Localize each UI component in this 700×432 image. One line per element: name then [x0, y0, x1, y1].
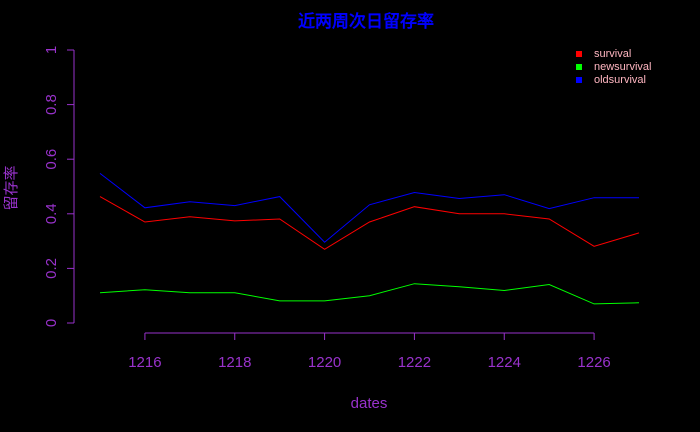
x-axis-label: dates [351, 395, 388, 412]
chart-title: 近两周次日留存率 [298, 11, 434, 32]
legend-label-newsurvival: newsurvival [594, 61, 651, 73]
x-tick-label: 1222 [398, 354, 431, 371]
series-lines [99, 173, 640, 305]
y-tick-label: 0 [43, 319, 60, 327]
x-tick-label: 1220 [308, 354, 341, 371]
y-tick-label: 0.8 [43, 94, 60, 115]
y-tick-label: 1 [43, 46, 60, 54]
legend-swatch-oldsurvival [576, 77, 582, 83]
y-axis-label: 留存率 [3, 165, 20, 210]
y-axis: 0 0.2 0.4 0.6 0.8 1 [43, 46, 75, 327]
y-tick-label: 0.6 [43, 149, 60, 170]
x-tick-label: 1226 [577, 354, 610, 371]
x-tick-label: 1218 [218, 354, 251, 371]
legend-label-oldsurvival: oldsurvival [594, 74, 646, 86]
x-tick-label: 1216 [128, 354, 161, 371]
legend-label-survival: survival [594, 48, 631, 60]
legend-swatch-newsurvival [576, 64, 582, 70]
y-tick-label: 0.2 [43, 258, 60, 279]
y-tick-label: 0.4 [43, 203, 60, 224]
series-line-survival [99, 196, 640, 250]
series-line-oldsurvival [99, 173, 639, 243]
legend-swatch-survival [576, 51, 582, 57]
x-axis: 1216 1218 1220 1222 1224 1226 [128, 332, 611, 371]
x-tick-label: 1224 [488, 354, 521, 371]
series-line-newsurvival [99, 283, 640, 305]
